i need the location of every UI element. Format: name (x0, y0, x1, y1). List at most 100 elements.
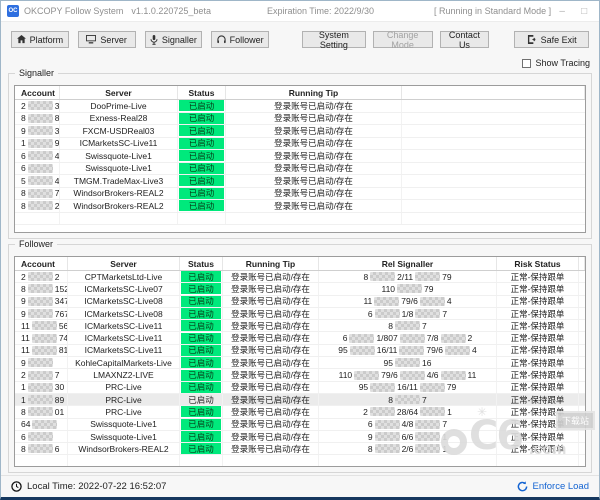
follower-table-row[interactable]: 11817 ICMarketsSC-Live11 已启动 登录账号已启动/存在 … (15, 344, 585, 358)
signaller-table-row[interactable]: 882 Exness-Real28 已启动 登录账号已启动/存在 (15, 112, 585, 125)
status-cell: 已启动 (178, 137, 226, 149)
show-tracing-option[interactable]: Show Tracing (522, 58, 590, 68)
status-cell: 已启动 (178, 200, 226, 212)
follower-table-row[interactable]: 9 767 ICMarketsSC-Live08 已启动 登录账号已启动/存在 6… (15, 307, 585, 321)
platform-button[interactable]: Platform (11, 31, 69, 48)
running-tip-cell: 登录账号已启动/存在 (226, 100, 402, 112)
running-tip-cell: 登录账号已启动/存在 (226, 112, 402, 124)
rel-signaller-cell: 6 1/8 7 (319, 307, 497, 320)
follower-group: Follower Account Server Status Running T… (8, 239, 592, 473)
status-cell: 已启动 (180, 430, 223, 443)
follower-table-row[interactable]: 6 Swissquote-Live1 已启动 登录账号已启动/存在 9 6/6 1 … (15, 430, 585, 444)
close-button[interactable]: × (595, 6, 599, 17)
signaller-table-row[interactable]: 6 Swissquote-Live1 已启动 登录账号已启动/存在 (15, 162, 585, 175)
signaller-table-row[interactable]: 19979 ICMarketsSC-Live11 已启动 登录账号已启动/存在 (15, 137, 585, 150)
status-cell: 已启动 (178, 100, 226, 112)
status-badge: 已启动 (181, 332, 221, 344)
minimize-button[interactable]: – (559, 5, 565, 17)
server-cell: PRC-Live (68, 393, 180, 406)
filler-cell (579, 271, 585, 282)
rel-signaller-cell: 6 1/807 7/8 2 (319, 332, 497, 344)
signaller-table-row[interactable] (15, 212, 585, 225)
server-cell: ICMarketsSC-Live08 (68, 307, 180, 320)
account-cell: 11 56 (15, 320, 68, 332)
header-rel-signaller: Rel Signaller (319, 257, 497, 270)
account-cell: 1 89 (15, 393, 68, 406)
follower-table-row[interactable]: 11745 ICMarketsSC-Live11 已启动 登录账号已启动/存在 … (15, 332, 585, 345)
risk-status-cell: 正常-保持跟单 (497, 430, 579, 443)
filler-cell (579, 455, 585, 466)
risk-status-cell: 正常-保持跟单 (497, 418, 579, 430)
status-badge: 已启动 (179, 150, 224, 162)
server-cell: ICMarketsSC-Live11 (68, 332, 180, 344)
home-icon (16, 35, 26, 44)
status-badge: 已启动 (188, 394, 214, 405)
status-cell: 已启动 (180, 295, 223, 307)
server-cell: WindsorBrokers-REAL2 (68, 443, 180, 455)
filler-cell (402, 163, 585, 175)
signaller-table-row[interactable]: 9316 FXCM-USDReal03 已启动 登录账号已启动/存在 (15, 125, 585, 138)
follower-table-row[interactable] (15, 455, 585, 466)
maximize-button[interactable]: □ (581, 5, 588, 17)
status-badge: 已启动 (181, 418, 221, 430)
rel-signaller-cell: 6 4/8 7 (319, 418, 497, 430)
server-cell: ICMarketsSC-Live07 (68, 283, 180, 295)
running-tip-cell: 登录账号已启动/存在 (223, 381, 319, 393)
rel-signaller-cell: 9 6/6 1 (319, 430, 497, 443)
filler-cell (402, 113, 585, 125)
contact-us-button[interactable]: Contact Us (439, 30, 490, 50)
system-setting-button[interactable]: System Setting (302, 30, 366, 50)
follower-button[interactable]: Follower (211, 31, 270, 48)
running-tip-cell (223, 455, 319, 466)
running-tip-cell: 登录账号已启动/存在 (223, 344, 319, 357)
account-cell: 882 (15, 112, 60, 124)
app-title: OKCOPY Follow System (24, 6, 124, 16)
refresh-icon (518, 481, 528, 492)
follower-table-row[interactable]: 64 Swissquote-Live1 已启动 登录账号已启动/存在 6 4/8 7… (15, 418, 585, 431)
status-badge: 已启动 (181, 295, 221, 307)
status-cell: 已启动 (178, 125, 226, 137)
follower-button-label: Follower (229, 34, 264, 45)
server-cell: Swissquote-Live1 (68, 418, 180, 430)
follower-table: Account Server Status Running Tip Rel Si… (14, 256, 586, 467)
enforce-load-button[interactable]: Enforce Load (517, 481, 589, 492)
status-badge: 已启动 (179, 200, 224, 212)
follower-table-row[interactable]: 9 347 ICMarketsSC-Live08 已启动 登录账号已启动/存在 1… (15, 295, 585, 308)
status-cell: 已启动 (180, 418, 223, 430)
follower-table-row[interactable]: 1 30 PRC-Live 已启动 登录账号已启动/存在 95 16/11 79 正常… (15, 381, 585, 394)
signaller-button[interactable]: Signaller (144, 31, 203, 48)
filler-cell (579, 382, 585, 393)
follower-table-row[interactable]: 9 KohleCapitalMarkets-Live 已启动 登录账号已启动/存… (15, 357, 585, 370)
server-cell: PRC-Live (68, 406, 180, 418)
filler-cell (579, 283, 585, 294)
filler-cell (579, 443, 585, 454)
status-cell (178, 212, 226, 224)
show-tracing-checkbox[interactable] (522, 58, 532, 68)
server-cell: WindsorBrokers-REAL2 (60, 200, 178, 212)
filler-cell (579, 345, 585, 356)
safe-exit-button[interactable]: Safe Exit (514, 31, 590, 48)
account-cell: 9316 (15, 125, 60, 137)
change-mode-button: Change Mode (372, 30, 433, 50)
running-tip-cell: 登录账号已启动/存在 (223, 393, 319, 406)
follower-table-row[interactable]: 8 152 ICMarketsSC-Live07 已启动 登录账号已启动/存在 1… (15, 283, 585, 296)
follower-group-label: Follower (15, 239, 58, 249)
server-button[interactable]: Server (77, 31, 136, 48)
filler-cell (579, 296, 585, 307)
status-badge: 已启动 (181, 381, 221, 393)
rel-signaller-cell: 95 16 (319, 357, 497, 369)
follower-table-row[interactable]: 8 01 PRC-Live 已启动 登录账号已启动/存在 2 28/64 1 正常-保… (15, 406, 585, 419)
account-cell: 9 767 (15, 307, 68, 320)
follower-table-row[interactable]: 11 56 ICMarketsSC-Live11 已启动 登录账号已启动/存在 8… (15, 320, 585, 333)
server-cell: ICMarketsSC-Live11 (68, 320, 180, 332)
